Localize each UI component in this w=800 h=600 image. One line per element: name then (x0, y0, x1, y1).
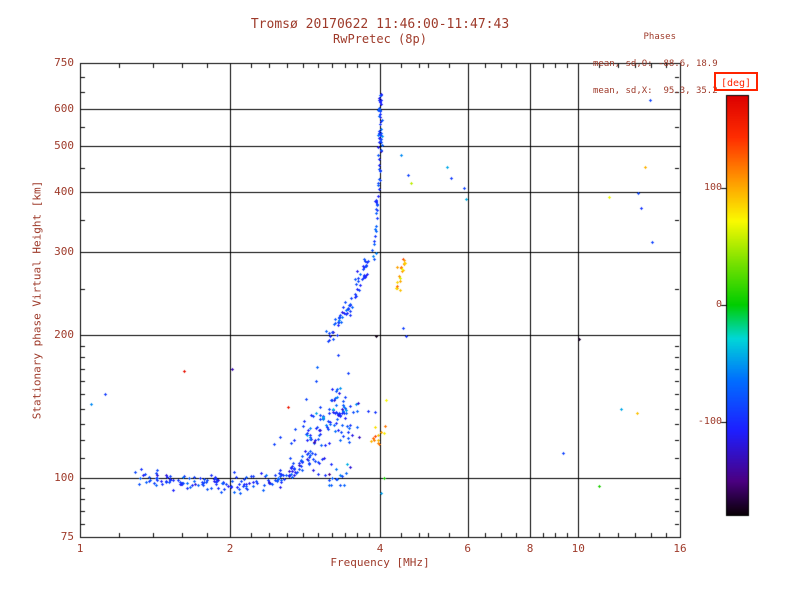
legend-mean-sd-x: mean, sd,X: 95.3, 35.2 (593, 86, 718, 96)
legend-mean-sd-o: mean, sd,O: -88.6, 18.9 (593, 59, 718, 69)
colorbar-tick-label: 0 (715, 299, 722, 310)
x-tick-label: 2 (226, 542, 234, 555)
plot-subtitle: RwPretec (8p) (333, 32, 427, 46)
y-axis-label: Stationary phase Virtual Height [km] (30, 180, 44, 420)
x-tick-label: 16 (673, 542, 687, 555)
y-tick-label: 500 (54, 139, 74, 153)
x-tick-label: 8 (526, 542, 534, 555)
x-tick-label: 4 (376, 542, 384, 555)
y-tick-label: 75 (60, 530, 74, 543)
colorbar-tick-label: -100 (697, 415, 722, 427)
y-tick-label: 600 (54, 101, 74, 115)
y-tick-label: 100 (54, 470, 74, 484)
x-tick-label: 1 (76, 542, 84, 555)
y-tick-label: 300 (54, 244, 74, 258)
phase-stats-legend: Phases mean, sd,O: -88.6, 18.9 mean, sd,… (593, 15, 718, 114)
x-tick-label: 10 (571, 542, 585, 555)
y-tick-label: 200 (54, 328, 74, 342)
y-tick-label: 400 (54, 185, 74, 199)
colorbar-tick-label: 100 (703, 182, 722, 194)
x-tick-label: 6 (464, 542, 472, 555)
colorbar-unit-label: [deg] (714, 72, 758, 91)
plot-title: Tromsø 20170622 11:46:00-11:47:43 (250, 17, 510, 32)
x-axis-label: Frequency [MHz] (330, 556, 430, 569)
legend-title: Phases (643, 32, 676, 42)
y-tick-label: 750 (54, 56, 74, 69)
